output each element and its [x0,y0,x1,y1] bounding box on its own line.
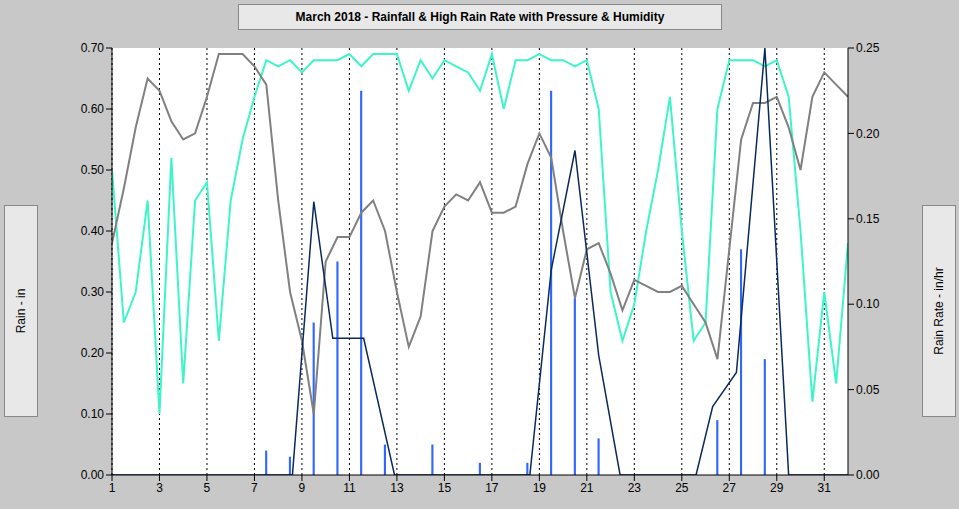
svg-text:3: 3 [156,481,163,495]
html-text:March 2018 - Rainfall & High R: March 2018 - Rainfall & High Rain Rate w… [295,10,665,24]
svg-text:31: 31 [818,481,832,495]
svg-text:23: 23 [628,481,642,495]
svg-text:17: 17 [485,481,499,495]
svg-text:0.50: 0.50 [81,163,105,177]
svg-text:19: 19 [533,481,547,495]
svg-text:29: 29 [770,481,784,495]
svg-text:0.10: 0.10 [81,407,105,421]
svg-text:27: 27 [723,481,737,495]
svg-text:1: 1 [109,481,116,495]
html-text:Rain Rate - in/hr: Rain Rate - in/hr [932,267,946,355]
svg-text:0.20: 0.20 [856,127,880,141]
html-text:Rain - in: Rain - in [14,288,28,334]
svg-text:0.25: 0.25 [856,41,880,55]
svg-text:0.70: 0.70 [81,41,105,55]
svg-text:0.00: 0.00 [856,468,880,482]
svg-text:0.30: 0.30 [81,285,105,299]
svg-text:0.00: 0.00 [81,468,105,482]
svg-text:21: 21 [580,481,594,495]
svg-text:7: 7 [251,481,258,495]
svg-text:5: 5 [204,481,211,495]
svg-text:0.10: 0.10 [856,297,880,311]
svg-text:11: 11 [343,481,356,495]
svg-text:25: 25 [675,481,689,495]
svg-text:0.20: 0.20 [81,346,105,360]
svg-text:13: 13 [390,481,404,495]
svg-text:0.60: 0.60 [81,102,105,116]
svg-text:0.05: 0.05 [856,383,880,397]
svg-text:0.15: 0.15 [856,212,880,226]
svg-text:9: 9 [299,481,306,495]
svg-text:0.40: 0.40 [81,224,105,238]
svg-text:15: 15 [438,481,452,495]
